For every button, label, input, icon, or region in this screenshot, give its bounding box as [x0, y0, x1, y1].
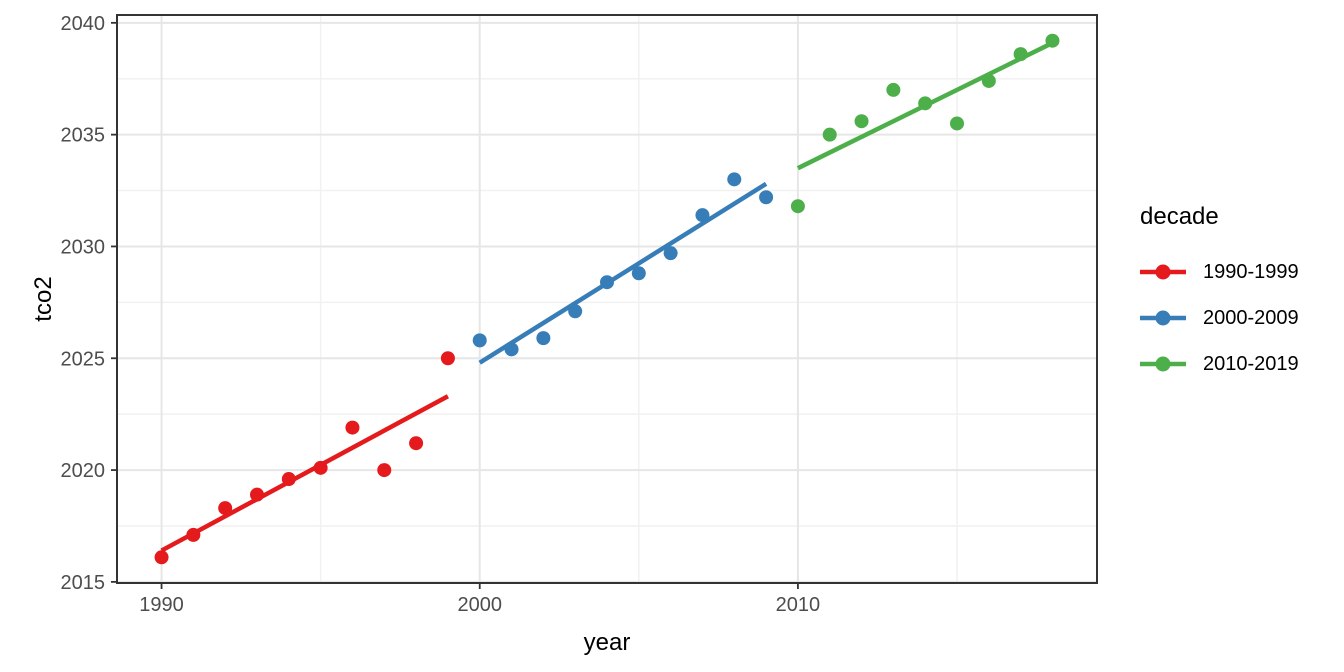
- y-axis-title: tco2: [30, 276, 57, 322]
- legend: decade 1990-1999 2000-2009 2010-2019: [1140, 203, 1340, 387]
- data-point: [440, 351, 455, 366]
- x-axis-title: year: [583, 629, 631, 656]
- data-point: [663, 246, 678, 261]
- y-tick-label: 2035: [61, 125, 106, 147]
- trend-line: [796, 40, 1054, 171]
- legend-key-dot: [1155, 310, 1171, 326]
- legend-key-dot: [1155, 264, 1171, 280]
- data-point: [854, 114, 869, 129]
- data-point: [154, 550, 169, 565]
- y-tick-label: 2015: [61, 572, 106, 594]
- y-tick-label: 2025: [61, 348, 106, 370]
- y-tick-label: 2040: [61, 13, 106, 35]
- data-point: [218, 501, 233, 516]
- legend-entry-2000-2009: 2000-2009: [1140, 295, 1340, 341]
- x-tick-label: 2000: [457, 594, 502, 616]
- x-tick-label: 2010: [776, 594, 821, 616]
- data-point: [790, 199, 805, 214]
- data-point: [759, 190, 774, 205]
- y-tick-label: 2020: [61, 460, 106, 482]
- x-tick-label: 1990: [139, 594, 184, 616]
- trend-line: [478, 181, 768, 365]
- data-point: [822, 127, 837, 142]
- legend-key-icon: [1140, 356, 1186, 372]
- data-point: [536, 331, 551, 346]
- panel-border: [116, 14, 1098, 584]
- legend-key-dot: [1155, 356, 1171, 372]
- legend-label: 1990-1999: [1203, 261, 1299, 283]
- legend-entry-1990-1999: 1990-1999: [1140, 249, 1340, 295]
- data-point: [377, 463, 392, 478]
- legend-key-icon: [1140, 264, 1186, 280]
- data-point: [409, 436, 424, 451]
- data-point: [695, 208, 710, 223]
- legend-key-icon: [1140, 310, 1186, 326]
- data-point: [345, 420, 360, 435]
- trend-line: [160, 394, 449, 553]
- data-point: [631, 266, 646, 281]
- data-point: [727, 172, 742, 187]
- y-tick-label: 2030: [61, 236, 106, 258]
- legend-label: 2010-2019: [1203, 353, 1299, 375]
- legend-entry-2010-2019: 2010-2019: [1140, 341, 1340, 387]
- data-point: [886, 82, 901, 97]
- legend-label: 2000-2009: [1203, 307, 1299, 329]
- data-point: [950, 116, 964, 131]
- legend-title: decade: [1140, 203, 1219, 230]
- data-point: [472, 333, 487, 348]
